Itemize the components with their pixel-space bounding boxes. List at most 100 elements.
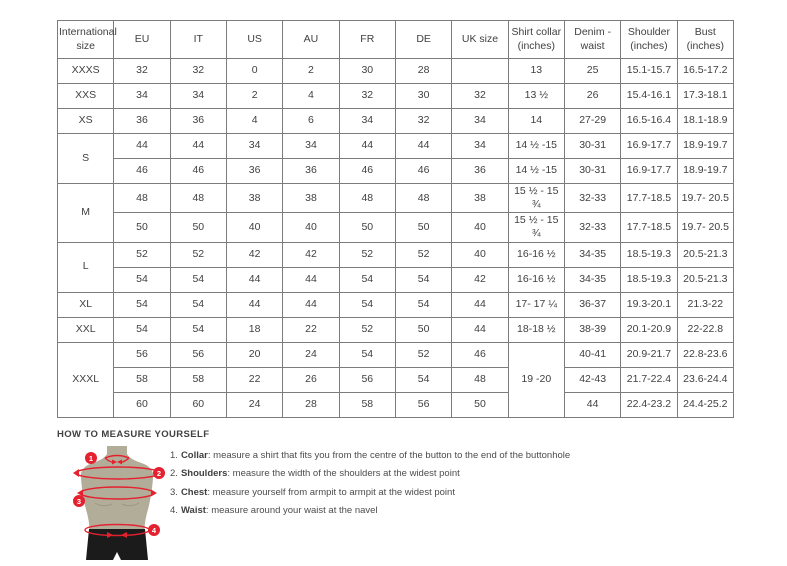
table-cell: 14 ½ -15 [507,158,565,184]
step-number: 4. [170,505,178,517]
table-cell: 22.4-23.2 [620,391,678,418]
chest-arrow-left-icon [77,489,83,497]
table-cell: 16.9-17.7 [620,133,678,159]
table-cell: 48 [451,366,509,393]
table-cell: 38 [225,182,284,214]
table-cell: 54 [169,316,227,343]
svg-text:3: 3 [77,497,81,506]
table-cell: 24 [282,341,340,368]
table-cell: 13 [507,58,565,84]
table-cell: 52 [338,241,396,268]
table-cell: 40 [451,212,509,243]
table-cell: 44 [394,133,453,159]
figure-marker-3: 3 [73,495,85,507]
table-cell: 24 [225,391,284,418]
table-cell: 32-33 [563,212,622,243]
figure-marker-2: 2 [153,467,165,479]
table-cell: 48 [113,182,171,214]
table-cell: 44 [451,316,509,343]
table-cell: 26 [563,83,622,109]
table-row: 46 46 36 36 46 46 36 14 ½ -15 30-31 16.9-17.7 18.9… [58,158,735,184]
table-cell: 50 [394,316,453,343]
column-header: Shirt collar (inches) [507,20,565,59]
column-header: Bust (inches) [676,20,735,59]
table-cell: 46 [338,158,396,184]
step-text: : measure yourself from armpit to armpit… [207,486,455,498]
table-row: 60 60 24 28 58 56 50 44 22.4-23.2 24.4-25.2 [58,391,735,418]
table-cell: 56 [338,366,396,393]
table-cell: 20.5-21.3 [676,241,735,268]
table-cell: 44 [282,291,340,318]
shorts-shape [86,529,148,560]
table-cell: 54 [338,266,396,293]
table-cell: 38-39 [563,316,622,343]
table-cell: 15 ½ - 15 ¾ [507,212,565,243]
table-cell: 20 [225,341,284,368]
table-cell: 22.8-23.6 [676,341,735,368]
table-cell: 6 [282,108,340,134]
table-cell: 38 [282,182,340,214]
table-cell: 16-16 ½ [507,241,565,268]
table-cell: 40-41 [563,341,622,368]
table-cell: 34-35 [563,266,622,293]
table-cell: 52 [113,241,171,268]
measure-step: 1. Collar: measure a shirt that fits you … [170,447,730,465]
measure-steps: 1. Collar: measure a shirt that fits you … [170,447,730,521]
table-cell: 44 [169,133,227,159]
table-cell: 18 [225,316,284,343]
step-label: Chest [180,486,208,498]
collar-arrow-right-icon [112,459,117,465]
table-cell: 34 [282,133,340,159]
table-cell: 52 [394,241,453,268]
table-row: 50 50 40 40 50 50 40 15 ½ - 15 ¾ 32-33 17.7-18.5 1… [58,212,735,243]
table-cell: 36-37 [563,291,622,318]
table-cell: 42-43 [563,366,622,393]
table-cell: 19 -20 [507,341,565,418]
table-cell: 44 [282,266,340,293]
table-cell: 56 [169,341,227,368]
table-cell: 36 [282,158,340,184]
column-header: AU [282,20,340,59]
table-cell: 40 [282,212,340,243]
step-number: 2. [170,468,178,480]
table-cell: 16.5-16.4 [620,108,678,134]
table-cell: 54 [113,291,171,318]
table-cell: 48 [394,182,453,214]
table-cell: 34 [113,83,171,109]
table-cell: 30 [394,83,453,109]
table-cell: 56 [113,341,171,368]
table-cell: 16.5-17.2 [676,58,735,84]
column-header: UK size [451,20,509,59]
table-cell: 2 [282,58,340,84]
table-cell: 23.6-24.4 [676,366,735,393]
table-cell: 44 [563,391,622,418]
size-chart-table: International size EU IT US AU FR DE UK size Shi… [56,20,735,418]
table-cell: 38 [451,182,509,214]
table-cell: 60 [169,391,227,418]
measure-step: 3. Chest: measure yourself from armpit to… [170,484,730,502]
table-row: XXS 34 34 2 4 32 30 32 13 ½ 26 15.4-16.1 17.3-18.1 [56,83,735,109]
table-cell: 54 [394,291,453,318]
size-label-cell: XXXS [56,58,115,84]
table-cell: 44 [225,291,284,318]
step-label: Shoulders [180,468,228,480]
table-cell: 42 [282,241,340,268]
table-cell: 36 [225,158,284,184]
header-row: International size EU IT US AU FR DE UK size Shi… [56,20,735,59]
table-cell: 46 [451,341,509,368]
svg-text:4: 4 [152,526,157,535]
column-header: US [225,20,284,59]
waist-arrow-right-icon [107,532,113,538]
table-cell: 44 [451,291,509,318]
step-text: : measure a shirt that fits you from the… [207,450,571,461]
table-cell: 56 [394,391,453,418]
table-cell: 40 [451,241,509,268]
table-row: XXL 54 54 18 22 52 50 44 18-18 ½ 38-39 20.1-20.9 22… [56,316,735,343]
table-cell: 26 [282,366,340,393]
table-cell: 30 [338,58,396,84]
size-label-cell: XXXL [56,341,115,418]
table-cell: 50 [394,212,453,243]
size-label-cell: XL [56,291,115,318]
table-cell: 20.1-20.9 [620,316,678,343]
column-header: Shoulder (inches) [620,20,678,59]
